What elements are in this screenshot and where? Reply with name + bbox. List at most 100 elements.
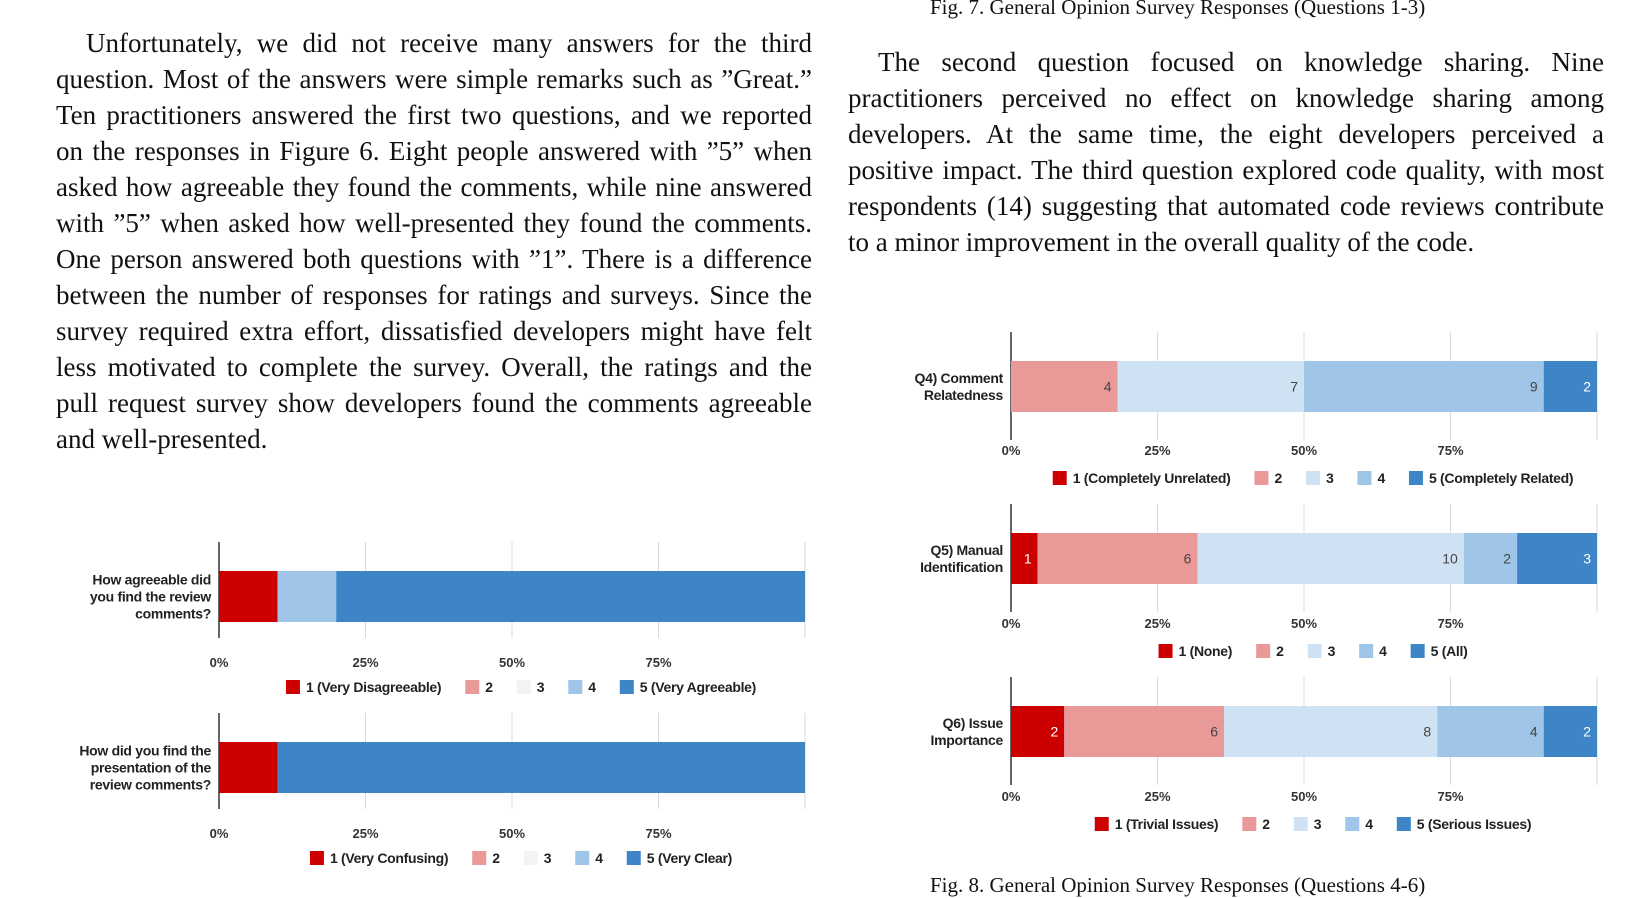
- legend-swatch: [1293, 817, 1308, 831]
- legend-swatch: [1052, 471, 1067, 485]
- legend-label: 5 (Serious Issues): [1417, 816, 1531, 832]
- x-tick-label: 0%: [210, 655, 229, 670]
- legend-swatch: [1396, 817, 1411, 831]
- question-label: comments?: [135, 606, 211, 622]
- legend-label: 3: [1326, 470, 1334, 486]
- bar-segment: [1543, 706, 1597, 757]
- question-label: Relatedness: [924, 387, 1004, 403]
- data-label: 2: [1050, 724, 1058, 740]
- x-tick-label: 0%: [1002, 616, 1021, 631]
- x-tick-label: 75%: [1437, 443, 1463, 458]
- legend-swatch: [619, 680, 634, 694]
- legend-swatch: [1307, 644, 1322, 658]
- legend-swatch: [1094, 817, 1109, 831]
- legend-label: 4: [1379, 643, 1387, 659]
- legend-label: 4: [1377, 470, 1385, 486]
- x-tick-label: 75%: [1437, 616, 1463, 631]
- bar-segment: [1064, 706, 1225, 757]
- x-tick-label: 0%: [210, 826, 229, 841]
- legend-label: 5 (All): [1431, 643, 1468, 659]
- bar-segment: [1543, 361, 1597, 412]
- legend-label: 3: [1328, 643, 1336, 659]
- legend-label: 3: [544, 850, 552, 866]
- left-column-paragraph: Unfortunately, we did not receive many a…: [56, 28, 812, 454]
- legend-swatch: [626, 851, 641, 865]
- figure-7-caption: Fig. 7. General Opinion Survey Responses…: [930, 0, 1426, 19]
- legend-label: 2: [1274, 470, 1282, 486]
- question-label: Q5) Manual: [931, 542, 1003, 558]
- bar-segment: [1197, 533, 1464, 584]
- x-tick-label: 50%: [1291, 789, 1317, 804]
- data-label: 6: [1184, 551, 1192, 567]
- right-column-paragraph: The second question focused on knowledge…: [848, 47, 1604, 257]
- legend-label: 1 (Trivial Issues): [1115, 816, 1219, 832]
- question-label: How agreeable did: [92, 572, 211, 588]
- data-label: 9: [1530, 379, 1538, 395]
- data-label: 10: [1442, 551, 1458, 567]
- bar-segment: [219, 571, 278, 622]
- legend-label: 5 (Very Agreeable): [640, 679, 756, 695]
- legend-swatch: [1254, 471, 1269, 485]
- x-tick-label: 75%: [645, 826, 671, 841]
- legend-label: 2: [1262, 816, 1270, 832]
- bar-segment: [1037, 533, 1198, 584]
- legend-label: 4: [1365, 816, 1373, 832]
- x-tick-label: 25%: [1144, 789, 1170, 804]
- question-label: review comments?: [90, 777, 211, 793]
- x-tick-label: 25%: [1144, 443, 1170, 458]
- bar-segment: [1011, 706, 1065, 757]
- legend-swatch: [516, 680, 531, 694]
- legend-swatch: [1158, 644, 1173, 658]
- legend-swatch: [1408, 471, 1423, 485]
- question-label: Q4) Comment: [915, 370, 1004, 386]
- bar-segment: [1304, 361, 1544, 412]
- question-label: you find the review: [90, 589, 212, 605]
- bar-segment: [1011, 533, 1038, 584]
- x-tick-label: 0%: [1002, 789, 1021, 804]
- legend-label: 2: [1276, 643, 1284, 659]
- x-tick-label: 50%: [1291, 616, 1317, 631]
- x-tick-label: 50%: [1291, 443, 1317, 458]
- legend-swatch: [472, 851, 487, 865]
- data-label: 7: [1290, 379, 1298, 395]
- legend-label: 1 (None): [1179, 643, 1233, 659]
- question-label: Q6) Issue: [943, 715, 1004, 731]
- data-label: 3: [1583, 551, 1591, 567]
- x-tick-label: 50%: [499, 826, 525, 841]
- data-label: 8: [1423, 724, 1431, 740]
- legend-label: 4: [595, 850, 603, 866]
- legend-swatch: [523, 851, 538, 865]
- legend-swatch: [465, 680, 480, 694]
- data-label: 4: [1104, 379, 1112, 395]
- legend-label: 2: [492, 850, 500, 866]
- bar-segment: [1517, 533, 1597, 584]
- legend-label: 2: [485, 679, 493, 695]
- legend-swatch: [1359, 644, 1374, 658]
- legend-swatch: [309, 851, 324, 865]
- data-label: 6: [1210, 724, 1218, 740]
- x-tick-label: 25%: [1144, 616, 1170, 631]
- bar-segment: [277, 571, 337, 622]
- legend-label: 3: [1314, 816, 1322, 832]
- question-label: presentation of the: [91, 760, 212, 776]
- x-tick-label: 75%: [645, 655, 671, 670]
- legend-swatch: [575, 851, 590, 865]
- legend-label: 1 (Very Disagreeable): [306, 679, 441, 695]
- bar-segment: [277, 742, 806, 793]
- legend-swatch: [1357, 471, 1372, 485]
- legend-swatch: [568, 680, 583, 694]
- legend-swatch: [1305, 471, 1320, 485]
- legend-swatch: [1256, 644, 1271, 658]
- legend-swatch: [285, 680, 300, 694]
- legend-label: 4: [588, 679, 596, 695]
- data-label: 1: [1024, 551, 1032, 567]
- data-label: 2: [1583, 379, 1591, 395]
- x-tick-label: 75%: [1437, 789, 1463, 804]
- data-label: 2: [1503, 551, 1511, 567]
- bar-segment: [336, 571, 805, 622]
- x-tick-label: 25%: [352, 826, 378, 841]
- legend-label: 5 (Completely Related): [1429, 470, 1573, 486]
- data-label: 2: [1583, 724, 1591, 740]
- legend-swatch: [1242, 817, 1257, 831]
